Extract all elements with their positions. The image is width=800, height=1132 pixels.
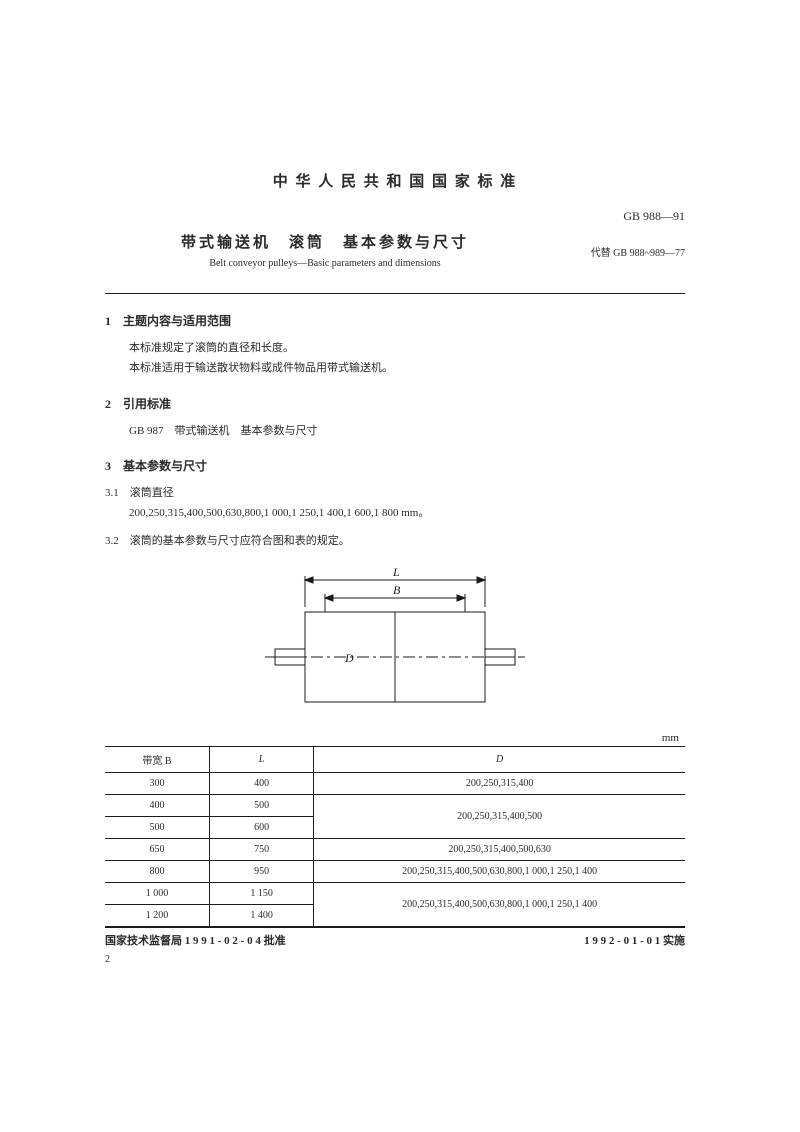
page-number: 2 — [105, 954, 685, 965]
section-1-p2: 本标准适用于输送散状物料或成件物品用带式输送机。 — [129, 359, 685, 379]
table-header-row: 带宽 B L D — [105, 747, 685, 773]
cell-l: 950 — [209, 861, 313, 883]
cell-l: 1 150 — [209, 883, 313, 905]
cell-d: 200,250,315,400,500,630,800,1 000,1 250,… — [314, 861, 685, 883]
cell-l: 1 400 — [209, 905, 313, 927]
cell-l: 750 — [209, 839, 313, 861]
diagram-label-d: D — [344, 651, 354, 665]
table-row: 650750200,250,315,400,500,630 — [105, 839, 685, 861]
main-title-en: Belt conveyor pulleys—Basic parameters a… — [105, 258, 545, 269]
diagram-label-l: L — [392, 565, 400, 579]
main-title-cn: 带式输送机 滚筒 基本参数与尺寸 — [105, 231, 545, 252]
effective-text: 1 9 9 2 - 0 1 - 0 1 实施 — [584, 932, 685, 948]
section-2-p1: GB 987 带式输送机 基本参数与尺寸 — [129, 422, 685, 442]
th-d: D — [314, 747, 685, 773]
section-3-1-heading: 3.1 滚筒直径 — [105, 484, 685, 500]
section-1-heading: 1 主题内容与适用范围 — [105, 312, 685, 329]
cell-b: 300 — [105, 773, 209, 795]
table-row: 400500200,250,315,400,500 — [105, 795, 685, 817]
code-block: GB 988—91 代替 GB 988~989—77 — [545, 209, 685, 259]
divider-bottom — [105, 927, 685, 928]
country-title: 中 华 人 民 共 和 国 国 家 标 准 — [105, 170, 685, 191]
cell-b: 800 — [105, 861, 209, 883]
table-row: 1 0001 150200,250,315,400,500,630,800,1 … — [105, 883, 685, 905]
cell-d: 200,250,315,400,500 — [314, 795, 685, 839]
cell-l: 500 — [209, 795, 313, 817]
cell-l: 400 — [209, 773, 313, 795]
cell-b: 1 200 — [105, 905, 209, 927]
section-3-2-heading: 3.2 滚筒的基本参数与尺寸应符合图和表的规定。 — [105, 532, 685, 548]
cell-d: 200,250,315,400,500,630 — [314, 839, 685, 861]
cell-b: 1 000 — [105, 883, 209, 905]
title-block: 带式输送机 滚筒 基本参数与尺寸 Belt conveyor pulleys—B… — [105, 209, 545, 273]
section-3-1-p: 200,250,315,400,500,630,800,1 000,1 250,… — [129, 504, 685, 524]
document-page: 中 华 人 民 共 和 国 国 家 标 准 带式输送机 滚筒 基本参数与尺寸 B… — [105, 170, 685, 965]
diagram-label-b: B — [393, 583, 401, 597]
pulley-diagram: L B — [105, 562, 685, 722]
table-unit: mm — [105, 732, 685, 744]
cell-b: 650 — [105, 839, 209, 861]
section-3-heading: 3 基本参数与尺寸 — [105, 457, 685, 474]
cell-b: 400 — [105, 795, 209, 817]
header-row: 带式输送机 滚筒 基本参数与尺寸 Belt conveyor pulleys—B… — [105, 209, 685, 273]
th-b: 带宽 B — [105, 747, 209, 773]
replaces-code: 代替 GB 988~989—77 — [545, 244, 685, 259]
cell-d: 200,250,315,400,500,630,800,1 000,1 250,… — [314, 883, 685, 927]
parameters-table: 带宽 B L D 300400200,250,315,400400500200,… — [105, 746, 685, 927]
footer-row: 国家技术监督局 1 9 9 1 - 0 2 - 0 4 批准 1 9 9 2 -… — [105, 932, 685, 948]
approval-text: 国家技术监督局 1 9 9 1 - 0 2 - 0 4 批准 — [105, 932, 286, 948]
cell-d: 200,250,315,400 — [314, 773, 685, 795]
th-l: L — [209, 747, 313, 773]
table-row: 800950200,250,315,400,500,630,800,1 000,… — [105, 861, 685, 883]
divider-top — [105, 293, 685, 294]
standard-code: GB 988—91 — [545, 209, 685, 224]
section-1-p1: 本标准规定了滚筒的直径和长度。 — [129, 339, 685, 359]
section-2-heading: 2 引用标准 — [105, 395, 685, 412]
table-row: 300400200,250,315,400 — [105, 773, 685, 795]
cell-l: 600 — [209, 817, 313, 839]
cell-b: 500 — [105, 817, 209, 839]
